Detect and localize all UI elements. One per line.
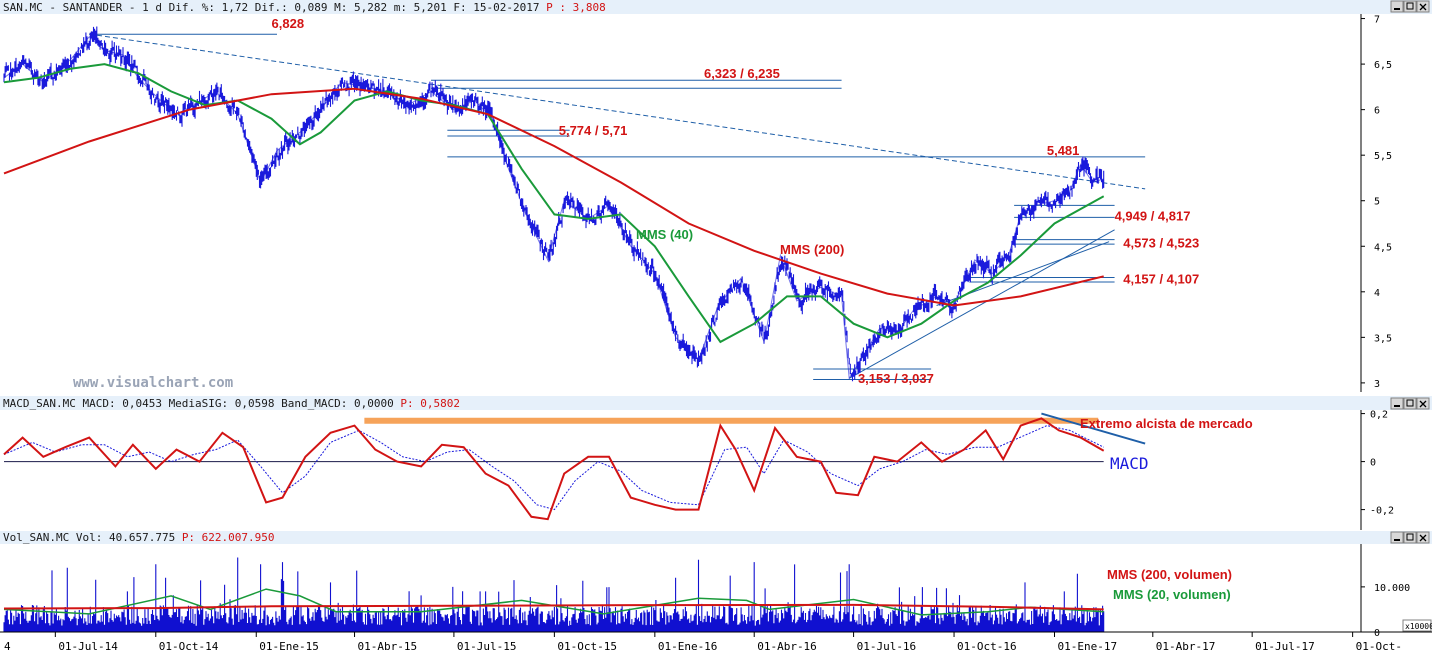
mm40-line xyxy=(3,63,1105,344)
price-header-bar xyxy=(0,0,1432,14)
volume-window: Vol_SAN.MC Vol: 40.657.775 P: 622.007.95… xyxy=(0,531,1432,639)
price-y-tick-label: 4 xyxy=(1374,288,1380,299)
close-icon[interactable] xyxy=(1416,531,1430,544)
vol-mm20-label: MMS (20, volumen) xyxy=(1113,587,1231,602)
x-tick-label: 01-Abr-16 xyxy=(757,640,817,652)
volume-bars xyxy=(3,557,1105,632)
level-label: 5,774 / 5,71 xyxy=(559,123,628,138)
level-label: 4,573 / 4,523 xyxy=(1123,236,1199,251)
volume-y-tick-label: 0 xyxy=(1374,628,1380,639)
mm200-label: MMS (200) xyxy=(780,242,844,257)
price-y-tick-label: 7 xyxy=(1374,15,1380,26)
vol-mm20-line xyxy=(3,588,1104,616)
volume-header-bar xyxy=(0,531,1432,544)
level-label: 4,949 / 4,817 xyxy=(1115,208,1191,223)
x-tick-label: 01-Oct-15 xyxy=(557,640,617,652)
macd-y-tick-label: 0 xyxy=(1370,458,1376,469)
vol-mm200-label: MMS (200, volumen) xyxy=(1107,567,1232,582)
price-y-tick-label: 6 xyxy=(1374,106,1380,117)
macd-series xyxy=(3,412,1146,521)
x-tick-label: 01-Oct-16 xyxy=(957,640,1017,652)
x-tick-label: 01-Abr-17 xyxy=(1156,640,1216,652)
price-series xyxy=(3,26,1105,382)
macd-line xyxy=(3,417,1105,521)
level-label: 6,828 xyxy=(272,16,305,31)
volume-scale-box xyxy=(1402,619,1432,632)
price-window-controls xyxy=(1390,0,1430,13)
close-icon[interactable] xyxy=(1416,0,1430,13)
price-y-tick-label: 4,5 xyxy=(1374,242,1392,253)
level-label: 5,481 xyxy=(1047,143,1080,158)
volume-series xyxy=(3,588,1104,616)
price-y-ticks: 7 6,5 6 5,5 5 4,5 4 3,5 3 xyxy=(1361,15,1392,390)
restore-icon[interactable] xyxy=(1403,0,1417,13)
mm40-label: MMS (40) xyxy=(636,227,693,242)
uptrend-line xyxy=(848,229,1115,379)
volume-header-info: Vol_SAN.MC Vol: 40.657.775 P: 622.007.95… xyxy=(3,531,275,544)
macd-divergence-line xyxy=(1041,412,1146,445)
extreme-label: Extremo alcista de mercado xyxy=(1080,416,1253,431)
minimize-icon[interactable] xyxy=(1390,397,1404,410)
x-tick-label: 01-Jul-16 xyxy=(857,640,917,652)
price-y-tick-label: 5,5 xyxy=(1374,151,1392,162)
mm200-line xyxy=(3,87,1104,307)
vol-mm200-line xyxy=(3,603,1104,611)
restore-icon[interactable] xyxy=(1403,531,1417,544)
macd-label: MACD xyxy=(1110,454,1149,473)
x-ticks: 4 01-Jul-14 01-Oct-14 01-Ene-15 01-Abr-15 01-… xyxy=(4,632,1402,653)
price-header-info: SAN.MC - SANTANDER - 1 d Dif. %: 1,72 Di… xyxy=(3,1,606,14)
x-tick-label: 4 xyxy=(4,640,11,652)
price-y-tick-label: 3 xyxy=(1374,379,1380,390)
volume-bar-set xyxy=(3,557,1105,632)
price-y-tick-label: 6,5 xyxy=(1374,60,1392,71)
restore-icon[interactable] xyxy=(1403,397,1417,410)
downtrend-line xyxy=(89,33,1146,190)
macd-header-bar xyxy=(0,396,1432,410)
x-axis: 4 01-Jul-14 01-Oct-14 01-Ene-15 01-Abr-15 01-… xyxy=(0,631,1432,653)
x-tick-label: 01-Ene-15 xyxy=(259,640,319,652)
volume-scale-note: x10000 xyxy=(1405,622,1432,631)
x-tick-label: 01-Oct-14 xyxy=(159,640,219,652)
x-tick-label: 01-Jul-15 xyxy=(457,640,517,652)
price-y-tick-label: 3,5 xyxy=(1374,333,1392,344)
close-icon[interactable] xyxy=(1416,397,1430,410)
level-label: 3,153 / 3,037 xyxy=(858,371,934,386)
macd-header-info: MACD_SAN.MC MACD: 0,0453 MediaSIG: 0,059… xyxy=(3,397,460,410)
watermark: www.visualchart.com xyxy=(73,375,233,391)
macd-y-ticks: 0,2 0 -0,2 xyxy=(1361,410,1394,517)
macd-window: MACD_SAN.MC MACD: 0,0453 MediaSIG: 0,059… xyxy=(0,396,1432,530)
signal-line xyxy=(3,425,1104,511)
macd-window-controls xyxy=(1390,397,1430,410)
macd-y-tick-label: -0,2 xyxy=(1370,506,1394,517)
macd-y-tick-label: 0,2 xyxy=(1370,410,1388,421)
volume-y-tick-label: 10.000 xyxy=(1374,583,1410,594)
level-label: 4,157 / 4,107 xyxy=(1123,272,1199,287)
minimize-icon[interactable] xyxy=(1390,531,1404,544)
level-label: 6,323 / 6,235 xyxy=(704,66,780,81)
x-tick-label: 01-Ene-17 xyxy=(1058,640,1118,652)
volume-window-controls xyxy=(1390,531,1430,544)
price-levels: 6,828 6,323 / 6,235 5,774 / 5,71 5,481 4,949… xyxy=(89,16,1199,386)
minimize-icon[interactable] xyxy=(1390,0,1404,13)
x-tick-label: 01-Oct- xyxy=(1356,640,1402,652)
x-tick-label: 01-Ene-16 xyxy=(658,640,718,652)
price-y-tick-label: 5 xyxy=(1374,197,1380,208)
x-tick-label: 01-Jul-17 xyxy=(1255,640,1315,652)
price-window: SAN.MC - SANTANDER - 1 d Dif. %: 1,72 Di… xyxy=(0,0,1432,392)
x-tick-label: 01-Abr-15 xyxy=(358,640,418,652)
x-tick-label: 01-Jul-14 xyxy=(58,640,118,652)
